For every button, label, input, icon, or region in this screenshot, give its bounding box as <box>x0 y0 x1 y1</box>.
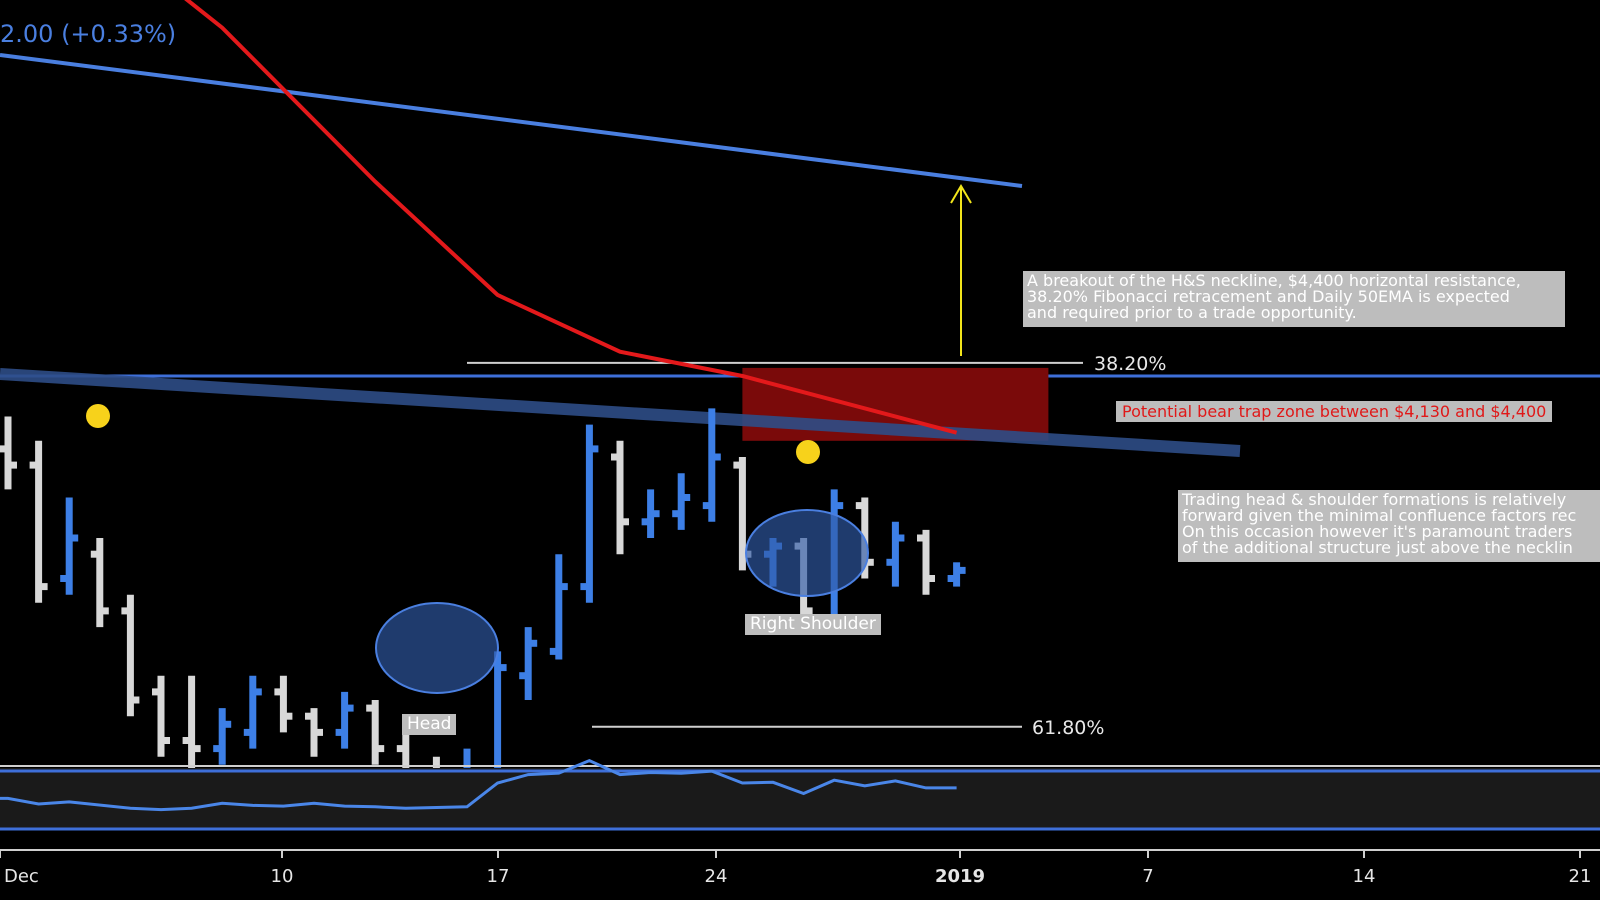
ohlc-bar-7 <box>182 675 201 781</box>
ohlc-bar-2 <box>29 440 48 603</box>
ohlc-bar-12 <box>335 691 354 749</box>
x-tick-label-6: 14 <box>1353 866 1376 887</box>
ohlc-bar-31 <box>917 529 935 595</box>
oscillator-line <box>0 758 957 812</box>
ohlc-bar-17 <box>488 651 507 781</box>
bear-trap-annotation: Potential bear trap zone between $4,130 … <box>1116 401 1553 422</box>
ohlc-bar-32 <box>947 562 966 587</box>
ohlc-bar-6 <box>152 675 170 757</box>
fib-618-label: 61.80% <box>1032 717 1104 739</box>
ohlc-bar-24 <box>702 408 721 522</box>
x-tick-label-0: Dec <box>4 866 39 887</box>
x-tick-label-2: 17 <box>487 866 510 887</box>
oscillator-panel <box>0 768 1600 830</box>
ohlc-bar-8 <box>213 708 232 765</box>
fib-382-label: 38.20% <box>1094 353 1166 375</box>
ohlc-bar-20 <box>580 424 599 603</box>
ohlc-bar-23 <box>672 473 691 530</box>
ohlc-bar-4 <box>90 538 109 628</box>
ohlc-bar-18 <box>519 627 538 700</box>
breakout-annotation: A breakout of the H&S neckline, $4,400 h… <box>1023 271 1565 327</box>
trading-annotation: Trading head & shoulder formations is re… <box>1178 490 1600 562</box>
ohlc-bar-22 <box>641 489 660 538</box>
ohlc-bar-3 <box>60 497 79 595</box>
descending-trendline <box>0 53 1023 188</box>
marker-left <box>86 404 110 428</box>
x-tick-label-4: 2019 <box>935 866 985 887</box>
neckline <box>0 368 1241 457</box>
ohlc-bar-1 <box>0 416 17 490</box>
ema-50-line <box>184 0 958 435</box>
right-shoulder-ellipse <box>745 509 869 597</box>
head-label: Head <box>402 714 457 735</box>
right-shoulder-label: Right Shoulder <box>745 614 881 635</box>
ohlc-bar-13 <box>366 700 385 765</box>
x-tick-label-5: 7 <box>1142 866 1153 887</box>
x-tick-label-3: 24 <box>705 866 728 887</box>
ohlc-bar-10 <box>274 675 293 733</box>
head-ellipse <box>375 602 499 694</box>
ohlc-bar-11 <box>305 708 323 757</box>
price-change-readout: 2.00 (+0.33%) <box>0 20 177 48</box>
ohlc-bar-19 <box>549 554 568 660</box>
breakout-arrow-head <box>950 184 972 204</box>
marker-right <box>796 440 820 464</box>
ohlc-bar-9 <box>243 675 262 749</box>
ohlc-bar-30 <box>886 521 905 587</box>
x-tick-label-7: 21 <box>1569 866 1592 887</box>
ohlc-bar-5 <box>121 594 140 717</box>
ohlc-bar-21 <box>611 440 629 555</box>
x-tick-label-1: 10 <box>271 866 294 887</box>
